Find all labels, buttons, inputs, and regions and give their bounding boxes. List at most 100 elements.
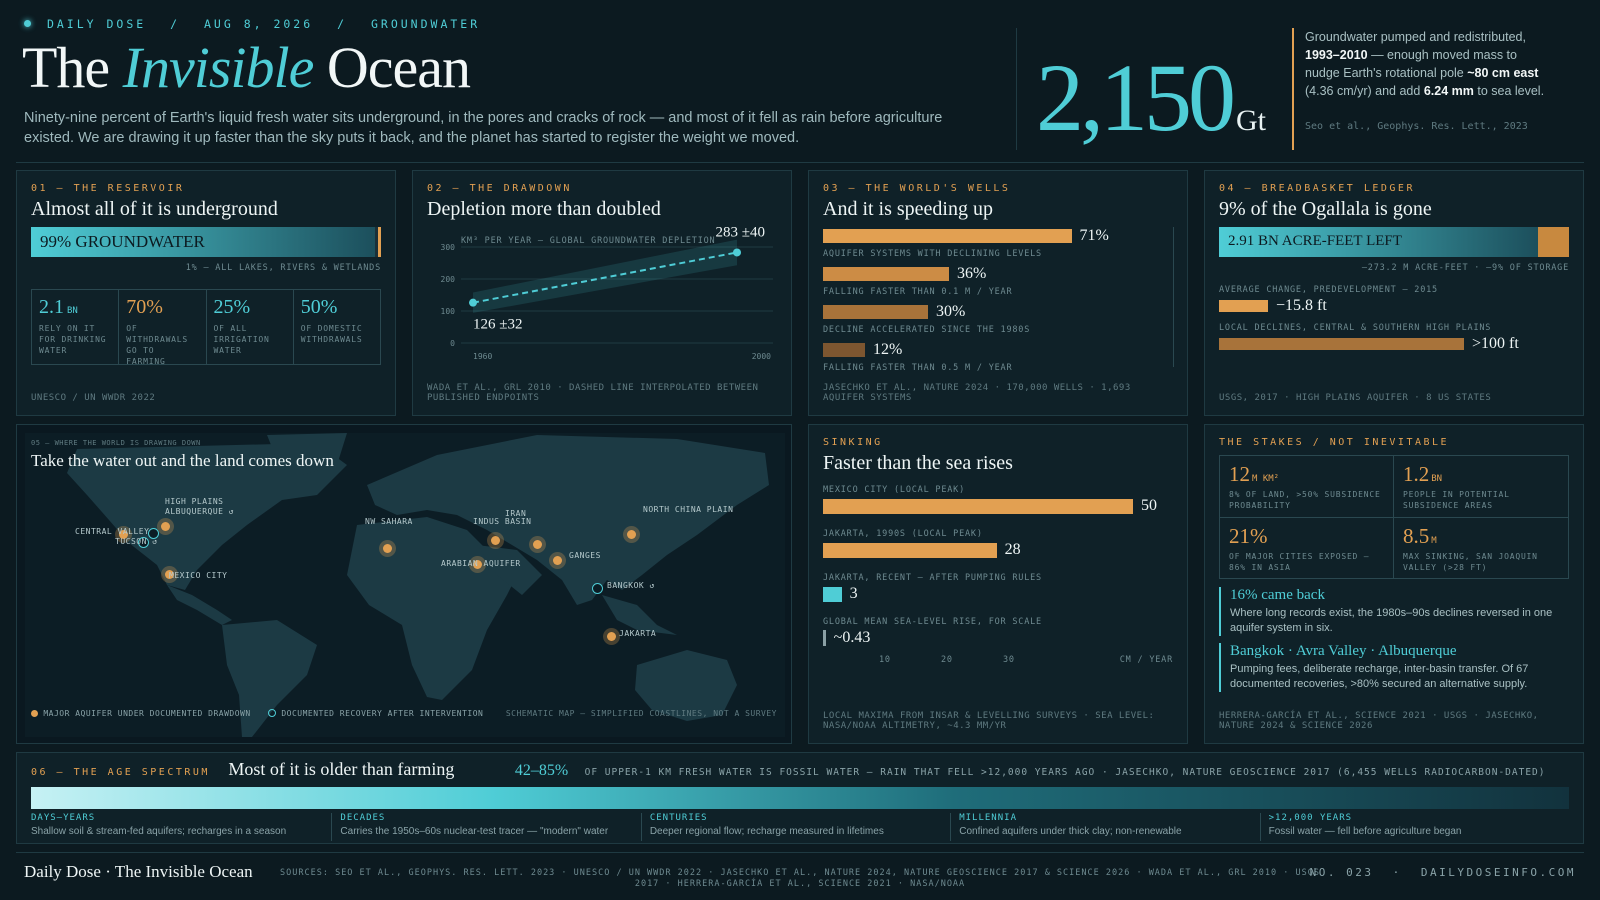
map-place-label: JAKARTA (619, 629, 657, 638)
recovery-note-body: Where long records exist, the 1980s–90s … (1230, 607, 1553, 634)
panel-kicker: 03 — THE WORLD'S WELLS (823, 183, 1011, 194)
big-number-value: 2,150 (1036, 44, 1236, 151)
drawdown-marker-icon (607, 632, 616, 641)
legend-recovery-label: DOCUMENTED RECOVERY AFTER INTERVENTION (281, 709, 484, 718)
stat-label: RELY ON IT FOR DRINKING WATER (39, 324, 107, 355)
panel-source: USGS, 2017 · HIGH PLAINS AQUIFER · 8 US … (1219, 393, 1492, 403)
stakes-value: 1.2 (1403, 462, 1430, 486)
greenland (267, 433, 347, 475)
panel-stakes: THE STAKES / NOT INEVITABLE 12 M KM² 8% O… (1204, 424, 1584, 744)
sinking-bar-label: JAKARTA, RECENT — AFTER PUMPING RULES (823, 573, 1042, 583)
wells-bar-value: 12% (873, 341, 903, 358)
stakes-unit: BN (1431, 474, 1443, 484)
sinking-bar-row: 28 (823, 541, 1021, 559)
stakes-unit: M KM² (1252, 474, 1280, 484)
age-segment-body: Deeper regional flow; recharge measured … (649, 826, 884, 837)
ogallala-row-value: >100 ft (1472, 335, 1519, 352)
recovery-note-body: Pumping fees, deliberate recharge, inter… (1230, 663, 1529, 690)
map-place-label: MEXICO CITY (169, 571, 228, 580)
drawdown-legend-icon (31, 710, 38, 717)
wells-bar (823, 305, 928, 319)
ogallala-row-label: LOCAL DECLINES, CENTRAL & SOUTHERN HIGH … (1219, 323, 1492, 333)
end-value-label: 283 ±40 (716, 224, 765, 240)
stat-label: OF DOMESTIC WITHDRAWALS (300, 324, 363, 344)
stakes-cell: 12 M KM² 8% OF LAND, >50% SUBSIDENCE PROB… (1220, 456, 1394, 518)
kicker-separator: / (337, 17, 348, 31)
footer-separator: · (1392, 866, 1402, 879)
stat-cell: 25% OF ALL IRRIGATION WATER (207, 290, 294, 364)
panel-title: And it is speeding up (823, 198, 993, 220)
live-dot-icon (24, 20, 31, 27)
stat-value: 50% (300, 296, 338, 318)
sinking-bar-label: MEXICO CITY (LOCAL PEAK) (823, 485, 966, 495)
fossil-stat-text: OF UPPER-1 KM FRESH WATER IS FOSSIL WATE… (584, 767, 1546, 778)
map-place-label: NW SAHARA (365, 517, 413, 526)
header-divider (1016, 28, 1017, 150)
eurasia (367, 435, 769, 605)
site-link[interactable]: DAILYDOSEINFO.COM (1420, 866, 1576, 879)
chart-axis-title: KM³ PER YEAR — GLOBAL GROUNDWATER DEPLET… (461, 236, 715, 246)
ogallala-remaining-fill (1219, 227, 1538, 257)
data-point-2000 (733, 248, 741, 257)
age-segment-body: Shallow soil & stream-fed aquifers; rech… (31, 826, 287, 837)
age-segment-head: DECADES (340, 813, 386, 823)
ogallala-row-bar (1219, 300, 1268, 312)
panel-ogallala: 04 — BREADBASKET LEDGER 9% of the Ogalla… (1204, 170, 1584, 416)
x-tick-label: 2000 (752, 352, 771, 361)
stat-cell: 50% OF DOMESTIC WITHDRAWALS (294, 290, 380, 364)
ogallala-row: −15.8 ft (1219, 297, 1327, 315)
panel-kicker: SINKING (823, 437, 883, 448)
panel-age-spectrum: 06 — THE AGE SPECTRUM Most of it is olde… (16, 752, 1584, 844)
age-header: 06 — THE AGE SPECTRUM Most of it is olde… (31, 759, 1545, 780)
stakes-value: 21% (1229, 524, 1268, 548)
sinking-axis: 10 20 30 CM / YEAR (823, 655, 1173, 667)
age-segment-head: CENTURIES (649, 813, 708, 823)
recovery-note-head: Bangkok · Avra Valley · Albuquerque (1230, 643, 1457, 659)
drawdown-marker-icon (491, 536, 500, 545)
lede: Ninety-nine percent of Earth's liquid fr… (24, 110, 943, 146)
wells-bar-value: 30% (936, 303, 966, 320)
recovery-marker-icon (148, 528, 159, 539)
stakes-label: OF MAJOR CITIES EXPOSED — 86% IN ASIA (1229, 552, 1370, 572)
central-america (167, 585, 232, 625)
panel-title: Most of it is older than farming (228, 759, 455, 779)
panel-kicker: 06 — THE AGE SPECTRUM (31, 767, 210, 778)
sinking-bar (823, 630, 826, 646)
y-tick-label: 200 (441, 275, 456, 284)
drawdown-marker-icon (553, 556, 562, 565)
title-word: The (22, 35, 110, 100)
stakes-value: 12 (1229, 462, 1250, 486)
side-note-source: Seo et al., Geophys. Res. Lett., 2023 (1305, 121, 1528, 132)
southeast-asia (602, 595, 677, 635)
recovery-marker-icon (592, 583, 603, 594)
recovery-note-head: 16% came back (1230, 587, 1325, 603)
y-tick-label: 300 (441, 243, 456, 252)
header-rule (16, 162, 1584, 163)
wells-bar-label: AQUIFER SYSTEMS WITH DECLINING LEVELS (823, 249, 1042, 259)
panel-source: HERRERA-GARCÍA ET AL., SCIENCE 2021 · US… (1219, 711, 1539, 731)
wells-bar (823, 267, 949, 281)
stakes-label: MAX SINKING, SAN JOAQUIN VALLEY (>28 FT) (1403, 552, 1538, 572)
recovery-marker-icon (138, 537, 149, 548)
footer-sources: SOURCES: SEO ET AL., GEOPHYS. RES. LETT.… (280, 868, 1320, 889)
drawdown-marker-icon (119, 530, 128, 539)
drawdown-marker-icon (473, 560, 482, 569)
sinking-axis-tick: 30 (1003, 655, 1015, 665)
y-tick-label: 0 (450, 339, 455, 348)
title-word: Ocean (326, 35, 471, 100)
age-segment-head: >12,000 YEARS (1268, 813, 1353, 823)
ogallala-row-value: −15.8 ft (1276, 297, 1327, 314)
kicker-topic: GROUNDWATER (370, 17, 481, 31)
age-segment-body: Fossil water — fell before agriculture b… (1268, 826, 1462, 837)
groundwater-bar-fill (31, 227, 375, 257)
age-segment: CENTURIES Deeper regional flow; recharge … (640, 813, 950, 841)
map-place-label: IRAN (505, 509, 527, 518)
sinking-bar-label: JAKARTA, 1990s (LOCAL PEAK) (823, 529, 983, 539)
drawdown-marker-icon (627, 530, 636, 539)
panel-kicker: 01 — THE RESERVOIR (31, 183, 185, 194)
stakes-label: PEOPLE IN POTENTIAL SUBSIDENCE AREAS (1403, 490, 1510, 510)
depletion-line (472, 251, 738, 304)
sinking-bar-value: 3 (849, 585, 858, 602)
stakes-cell: 8.5 M MAX SINKING, SAN JOAQUIN VALLEY (>2… (1394, 518, 1568, 579)
stat-cell: 70% OF WITHDRAWALS GO TO FARMING (119, 290, 207, 366)
